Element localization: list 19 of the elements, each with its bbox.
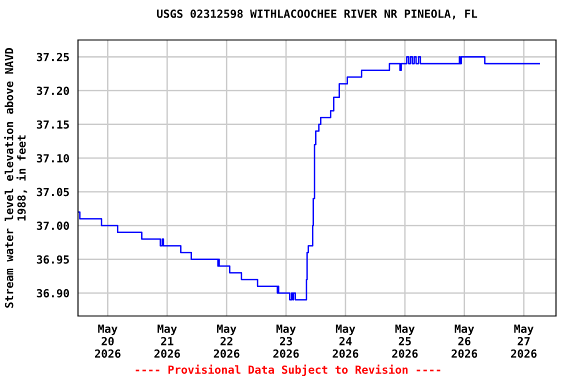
x-tick-label: May 21 2026	[154, 324, 180, 358]
y-tick-label: 37.10	[36, 154, 69, 162]
y-tick-label: 37.05	[36, 188, 69, 196]
y-tick-label: 37.20	[36, 86, 69, 95]
y-tick-label: 37.25	[36, 52, 69, 62]
y-tick-label: 37.15	[36, 120, 69, 129]
x-tick-label: May 26 2026	[452, 324, 478, 358]
x-tick-label: May 24 2026	[332, 324, 358, 358]
y-axis-title: Stream water level elevation above NAVD 1988, in feet	[4, 48, 28, 308]
text: ---- Provisional Data Subject to Revision ----	[136, 364, 440, 376]
x-tick-label: May 20 2026	[94, 324, 120, 358]
y-tick-label: 36.95	[36, 255, 69, 264]
x-tick-label: May 23 2026	[273, 324, 299, 358]
x-tick-label: May 22 2026	[214, 324, 240, 358]
x-tick-label: May 27 2026	[511, 324, 537, 358]
chart-title: USGS 02312598 WITHLACOOCHEE RIVER NR PINEOLA, FL	[157, 10, 478, 20]
y-tick-label: 37.00	[36, 222, 69, 230]
y-tick-label: 36.90	[36, 289, 69, 298]
x-tick-label: May 25 2026	[392, 324, 418, 358]
